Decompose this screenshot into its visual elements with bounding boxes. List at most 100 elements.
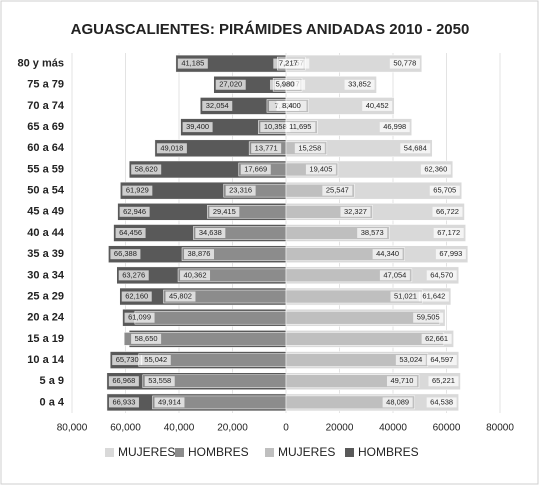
value-label: 58,650 <box>135 334 158 343</box>
y-tick-label: 10 a 14 <box>27 354 65 366</box>
value-label-box <box>131 164 162 175</box>
value-label: 33,852 <box>348 80 371 89</box>
value-label-box <box>110 249 141 260</box>
value-label: 54,684 <box>404 143 427 152</box>
value-label: 61,099 <box>128 313 151 322</box>
value-label: 15,258 <box>298 143 321 152</box>
value-label: 8,400 <box>282 101 301 110</box>
value-label-box <box>400 143 431 154</box>
chart-title: AGUASCALIENTES: PIRÁMIDES ANIDADAS 2010 … <box>71 21 470 38</box>
value-label-box <box>260 122 291 133</box>
value-label-box <box>112 355 143 366</box>
y-tick-label: 35 a 39 <box>27 248 64 260</box>
value-label: 66,968 <box>112 376 135 385</box>
value-label-box <box>202 100 233 111</box>
legend-label: HOMBRES <box>188 445 249 459</box>
value-label-box <box>156 143 187 154</box>
value-label: 29,415 <box>213 207 236 216</box>
value-label: 10,358 <box>264 122 287 131</box>
value-label-box <box>225 185 256 196</box>
value-label: 61,929 <box>126 186 149 195</box>
value-label-box <box>209 206 240 217</box>
value-label-box <box>294 143 325 154</box>
value-label: 49,018 <box>160 143 183 152</box>
value-label-box <box>372 249 403 260</box>
value-label: 62,946 <box>123 207 146 216</box>
value-label: 32,054 <box>206 101 229 110</box>
value-label-box <box>433 228 464 238</box>
value-label: 38,876 <box>188 249 211 258</box>
value-label-box <box>428 376 459 387</box>
x-tick-label: 80,000 <box>57 423 88 434</box>
value-label: 32,327 <box>344 207 367 216</box>
value-label: 47,054 <box>383 270 406 279</box>
value-label-box <box>322 185 353 196</box>
value-label-box <box>165 291 196 302</box>
value-label-box <box>344 79 375 90</box>
value-label: 64,570 <box>430 270 453 279</box>
value-label-box <box>184 249 215 260</box>
value-label: 66,388 <box>114 249 137 258</box>
value-label-box <box>118 270 149 281</box>
y-tick-label: 15 a 19 <box>27 333 64 345</box>
x-tick-label: 60,000 <box>110 423 141 434</box>
value-label-box <box>119 206 150 217</box>
value-label-box <box>273 58 304 69</box>
x-tick-label: 60000 <box>433 423 461 434</box>
value-label: 58,620 <box>135 164 158 173</box>
value-label-box <box>154 397 185 408</box>
y-tick-label: 50 a 54 <box>27 185 65 197</box>
value-label-box <box>413 312 444 323</box>
value-label-box <box>362 100 393 111</box>
value-label: 64,456 <box>119 228 142 237</box>
bar <box>285 332 445 346</box>
y-tick-label: 25 a 29 <box>27 290 64 302</box>
value-label: 49,710 <box>390 376 413 385</box>
value-label: 48,089 <box>386 397 409 406</box>
value-label: 65,705 <box>433 186 456 195</box>
value-label-box <box>180 270 211 281</box>
value-label: 34,638 <box>199 228 222 237</box>
value-label: 51,021 <box>394 292 417 301</box>
value-label-box <box>357 228 388 238</box>
value-label: 63,276 <box>122 270 145 279</box>
value-label: 49,914 <box>158 397 181 406</box>
value-label: 62,661 <box>425 334 448 343</box>
y-tick-label: 65 a 69 <box>27 121 64 133</box>
legend-swatch <box>265 448 274 457</box>
value-label-box <box>435 249 466 260</box>
y-tick-label: 55 a 59 <box>27 163 64 175</box>
value-label: 53,558 <box>148 376 171 385</box>
value-label: 65,221 <box>432 376 455 385</box>
legend-swatch <box>105 448 114 457</box>
value-label-box <box>426 270 457 281</box>
value-label-box <box>177 58 208 69</box>
value-label-box <box>269 79 300 90</box>
value-label-box <box>285 122 316 133</box>
value-label: 65,730 <box>116 355 139 364</box>
value-label-box <box>429 185 460 196</box>
value-label-box <box>276 100 307 111</box>
value-label: 11,695 <box>289 122 311 131</box>
value-label: 59,505 <box>417 313 440 322</box>
y-tick-label: 0 a 4 <box>40 396 65 408</box>
x-tick-label: 0 <box>283 423 289 434</box>
x-tick-label: 20000 <box>326 423 354 434</box>
y-tick-label: 75 a 79 <box>27 79 64 91</box>
value-label-box <box>386 376 417 387</box>
value-label: 40,452 <box>366 101 389 110</box>
value-label: 67,993 <box>439 249 462 258</box>
y-tick-label: 80 y más <box>18 57 64 69</box>
value-label-box <box>131 333 162 344</box>
value-label-box <box>251 143 282 154</box>
value-label: 64,597 <box>430 355 453 364</box>
y-tick-label: 60 a 64 <box>27 142 65 154</box>
value-label: 41,185 <box>181 59 204 68</box>
bar <box>285 395 415 410</box>
value-label-box <box>432 206 463 217</box>
x-tick-label: 40000 <box>379 423 407 434</box>
value-label-box <box>420 164 451 175</box>
value-label: 5,980 <box>276 80 295 89</box>
